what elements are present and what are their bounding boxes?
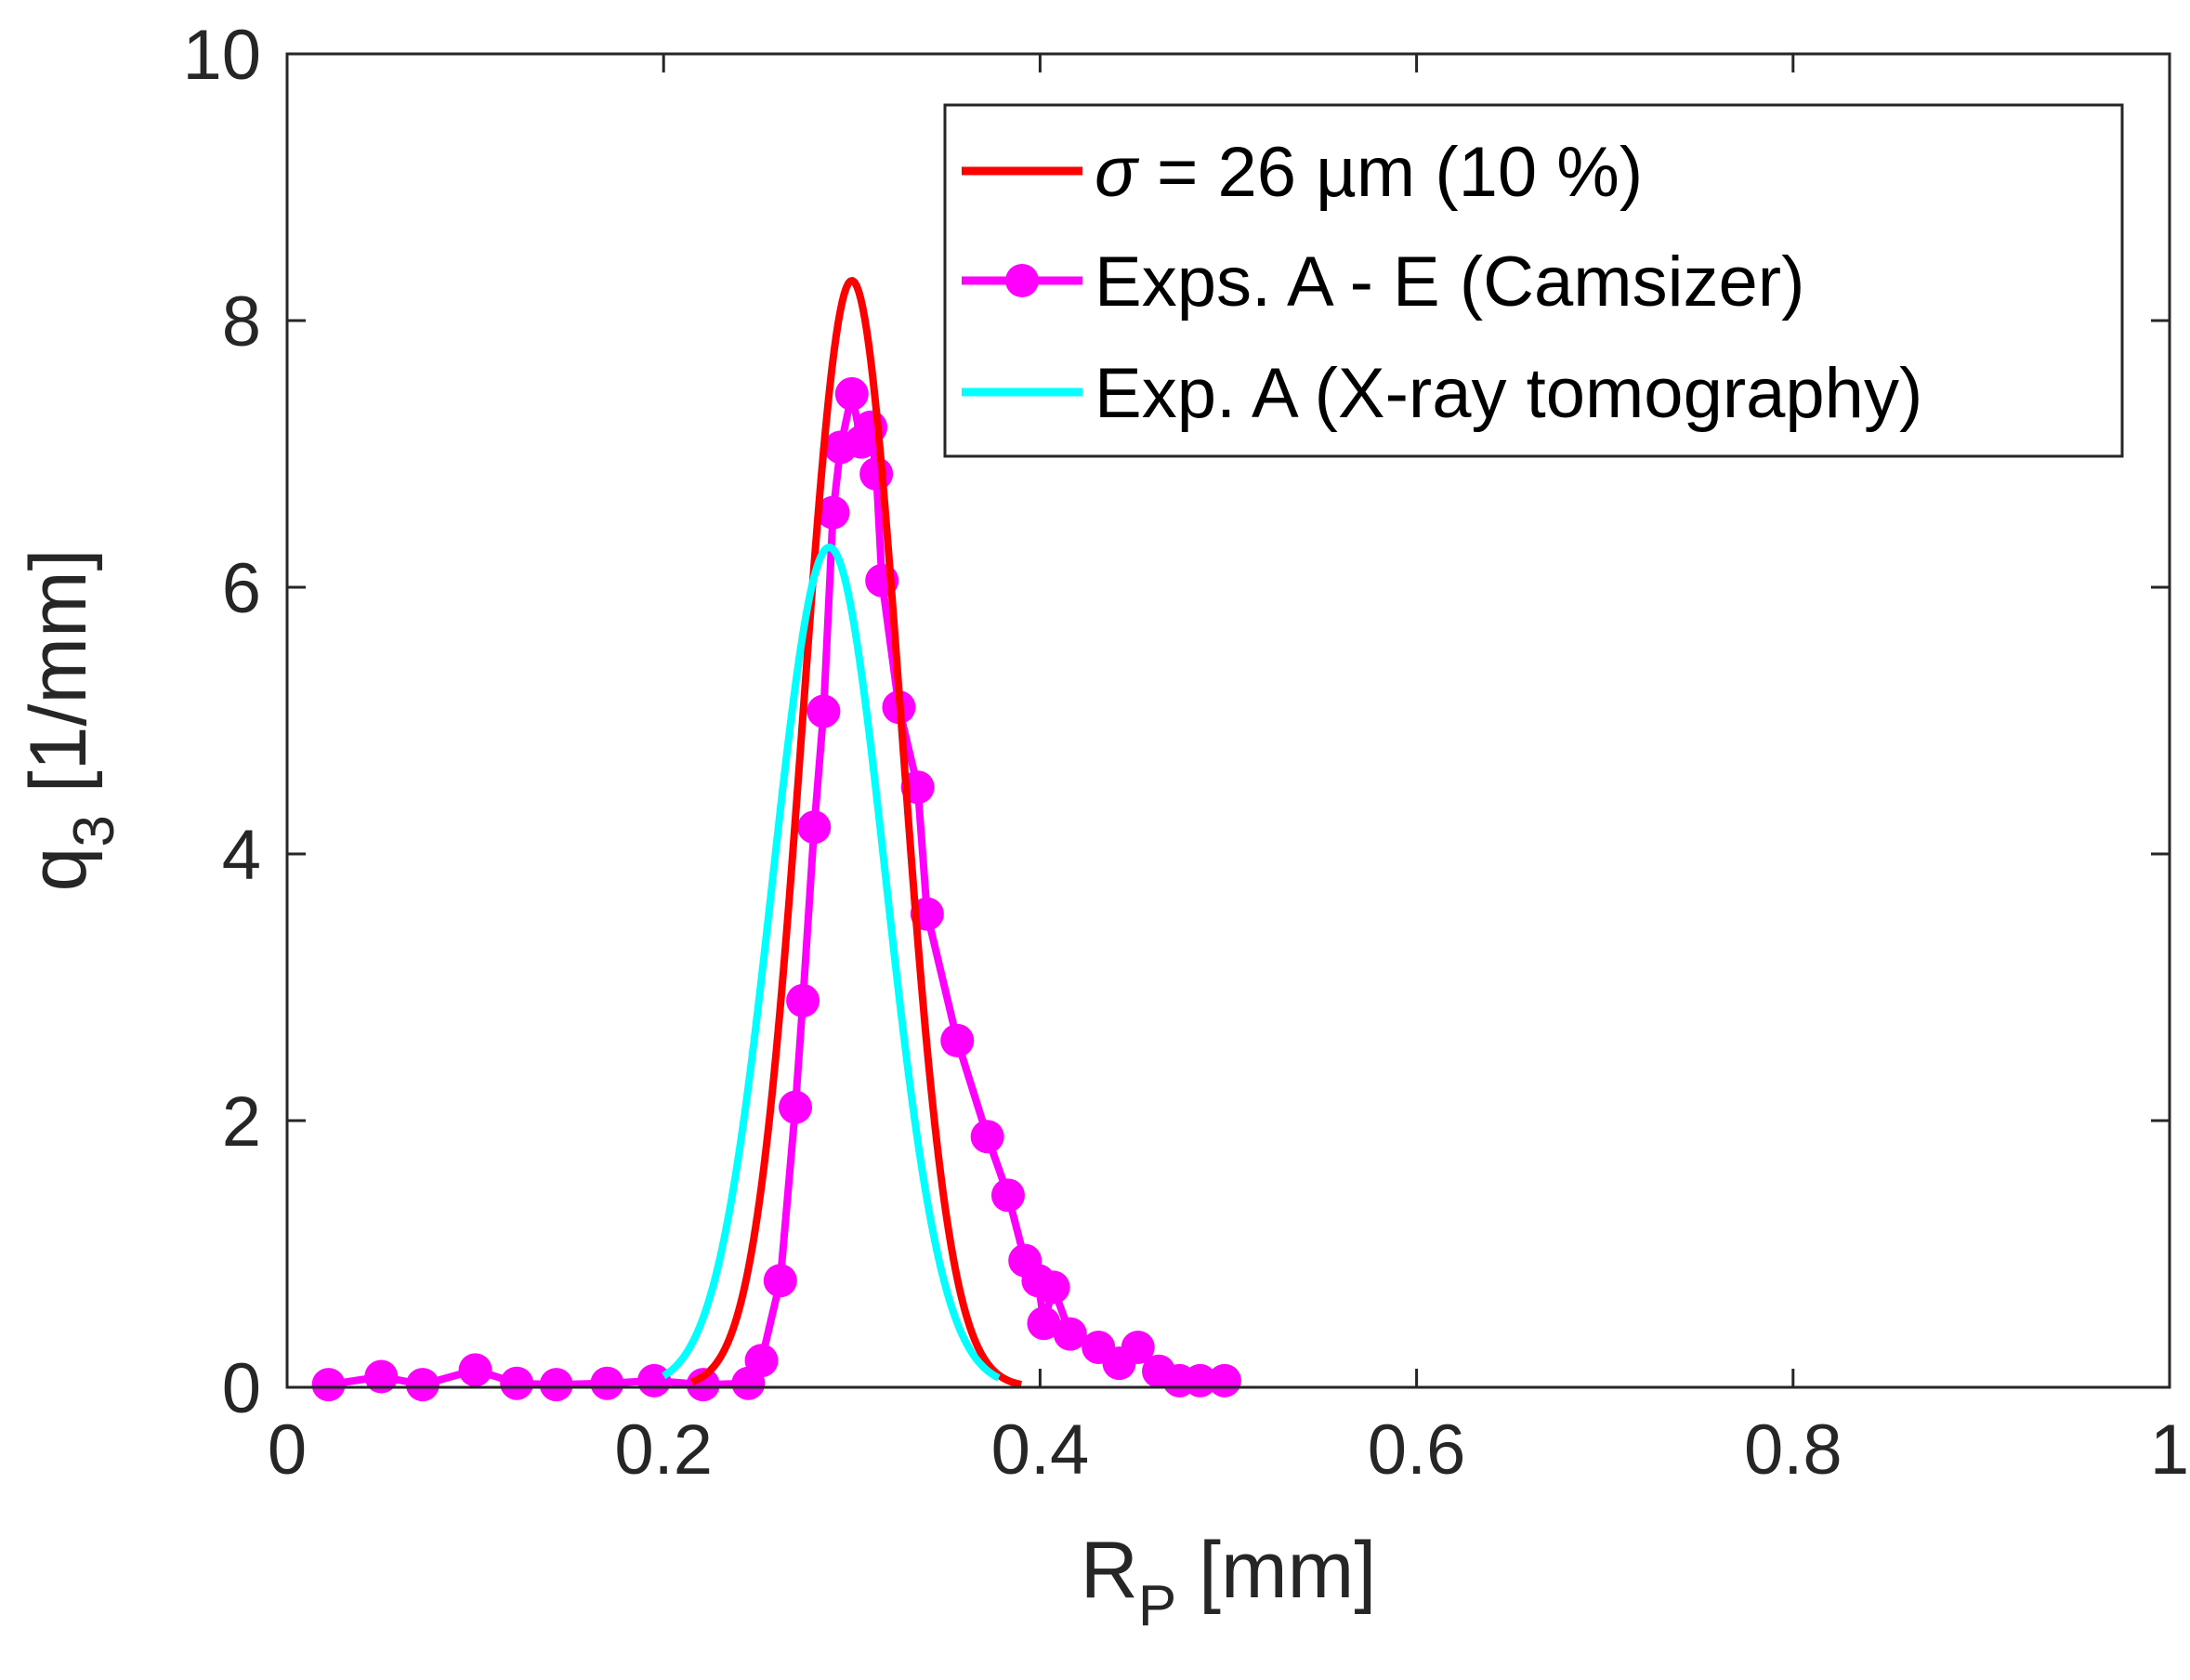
data-point-camsizer (1053, 1317, 1087, 1351)
y-tick-label: 6 (222, 549, 261, 628)
y-axis-label-sub: 3 (62, 815, 126, 847)
data-point-camsizer (364, 1359, 399, 1394)
data-point-camsizer (834, 376, 869, 411)
data-point-camsizer (797, 810, 832, 845)
series-line-xray (662, 543, 1001, 1382)
series-line-sigma (689, 277, 1023, 1388)
series-layer (311, 277, 1241, 1402)
data-point-camsizer (1207, 1363, 1241, 1398)
legend-label-xray: Exp. A (X-ray tomography) (1095, 354, 1922, 433)
x-axis-label-unit: [mm] (1176, 1526, 1376, 1615)
data-point-camsizer (990, 1178, 1025, 1213)
data-point-camsizer (590, 1366, 624, 1400)
x-tick-labels: 0 0.2 0.4 0.6 0.8 1 (268, 1411, 2189, 1490)
data-point-camsizer (1036, 1270, 1070, 1305)
y-tick-label: 0 (222, 1349, 261, 1428)
data-point-camsizer (500, 1366, 534, 1400)
data-point-camsizer (806, 694, 841, 728)
data-point-camsizer (970, 1120, 1004, 1154)
x-tick-label: 1 (2150, 1411, 2189, 1490)
legend: σ = 26 µm (10 %) Exps. A - E (Camsizer) … (943, 103, 2124, 458)
x-tick-label: 0.6 (1368, 1411, 1466, 1490)
y-axis-label-unit: [1/mm] (14, 548, 103, 815)
y-tick-labels: 0 2 4 6 8 10 (182, 16, 261, 1428)
y-axis-label-main: q (14, 847, 103, 892)
data-point-camsizer (1183, 1363, 1217, 1398)
x-axis-label-main: R (1081, 1526, 1138, 1615)
data-point-camsizer (637, 1363, 672, 1398)
data-point-camsizer (458, 1353, 492, 1387)
data-point-camsizer (763, 1264, 797, 1298)
y-axis-label: q3 [1/mm] (14, 548, 126, 891)
x-axis-label: RP [mm] (1081, 1526, 1376, 1638)
data-point-camsizer (940, 1023, 975, 1057)
data-point-camsizer (1121, 1330, 1155, 1364)
x-axis-label-sub: P (1138, 1574, 1176, 1638)
y-tick-label: 2 (222, 1083, 261, 1162)
legend-box (943, 103, 2124, 458)
x-tick-label: 0.8 (1744, 1411, 1842, 1490)
legend-sigma-symbol: σ (1095, 133, 1140, 212)
y-tick-label: 4 (222, 816, 261, 895)
data-point-camsizer (405, 1368, 439, 1402)
legend-label-camsizer: Exps. A - E (Camsizer) (1095, 243, 1804, 322)
legend-label-sigma: σ = 26 µm (10 %) (1095, 133, 1643, 212)
data-point-camsizer (311, 1368, 346, 1402)
x-tick-label: 0.4 (991, 1411, 1090, 1490)
y-tick-label: 10 (182, 16, 261, 95)
x-tick-label: 0 (268, 1411, 307, 1490)
legend-sigma-rest: = 26 µm (10 %) (1137, 133, 1643, 212)
data-point-camsizer (744, 1344, 779, 1378)
y-tick-label: 8 (222, 282, 261, 361)
legend-marker-camsizer (1005, 264, 1039, 297)
data-point-camsizer (786, 983, 820, 1017)
axes-frame (285, 52, 2171, 1389)
data-point-camsizer (539, 1368, 573, 1402)
data-point-camsizer (859, 457, 894, 492)
data-point-camsizer (779, 1090, 813, 1124)
data-point-camsizer (1027, 1306, 1061, 1341)
data-point-camsizer (816, 495, 850, 530)
x-tick-label: 0.2 (614, 1411, 713, 1490)
data-point-camsizer (686, 1368, 720, 1402)
